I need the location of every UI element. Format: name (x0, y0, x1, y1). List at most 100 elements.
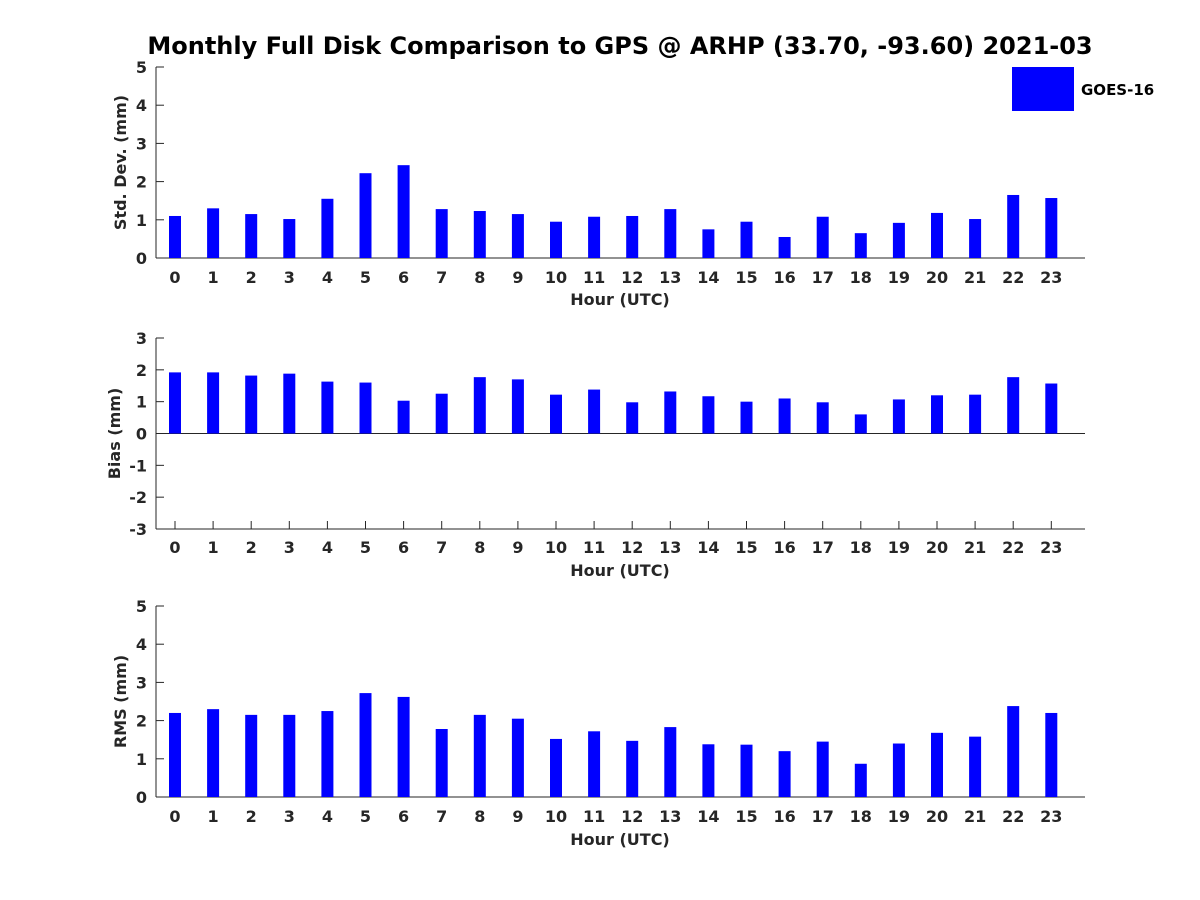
rms-xtick-label: 16 (773, 807, 795, 826)
stddev-bar (283, 219, 296, 258)
stddev-bar (626, 215, 639, 258)
bias-xtick-label: 11 (583, 538, 605, 557)
bias-bar (169, 372, 181, 434)
bias-bar (283, 373, 296, 434)
rms-xtick-label: 10 (545, 807, 567, 826)
bias-xtick-label: 15 (735, 538, 757, 557)
stddev-xtick-label: 5 (360, 268, 371, 287)
stddev-xtick-label: 11 (583, 268, 605, 287)
bias-bar (1007, 377, 1020, 434)
stddev-xtick-label: 0 (169, 268, 180, 287)
rms-xtick-label: 20 (926, 807, 948, 826)
bias-xtick-label: 1 (208, 538, 219, 557)
bias-xtick-label: 19 (888, 538, 910, 557)
stddev-bar (816, 216, 829, 258)
rms-xtick-label: 15 (735, 807, 757, 826)
stddev-ytick-label: 1 (136, 211, 147, 230)
bias-bar (892, 399, 905, 434)
stddev-bar (321, 198, 334, 258)
bias-xtick-label: 17 (812, 538, 834, 557)
bias-xtick-label: 2 (246, 538, 257, 557)
rms-bar (511, 718, 524, 797)
bias-xtick-label: 21 (964, 538, 986, 557)
stddev-xtick-label: 19 (888, 268, 910, 287)
rms-bar (892, 743, 905, 797)
stddev-xtick-label: 12 (621, 268, 643, 287)
stddev-bar (931, 212, 943, 258)
rms-xtick-label: 6 (398, 807, 409, 826)
rms-xtick-label: 9 (512, 807, 523, 826)
bias-bar (511, 379, 524, 434)
bias-bar (664, 391, 677, 434)
bias-ytick-label: -3 (129, 520, 147, 539)
stddev-bar (207, 208, 220, 258)
rms-bar (550, 738, 562, 797)
rms-ytick-label: 1 (136, 750, 147, 769)
bias-xtick-label: 7 (436, 538, 447, 557)
stddev-xtick-label: 9 (512, 268, 523, 287)
bias-bar (473, 377, 486, 434)
rms-xtick-label: 5 (360, 807, 371, 826)
bias-xtick-label: 18 (850, 538, 872, 557)
rms-bar (664, 727, 677, 797)
bias-bar (435, 393, 448, 434)
bias-ytick-label: -2 (129, 488, 147, 507)
rms-xtick-label: 13 (659, 807, 681, 826)
stddev-xtick-label: 21 (964, 268, 986, 287)
bias-ytick-label: 2 (136, 361, 147, 380)
rms-xtick-label: 11 (583, 807, 605, 826)
stddev-bar (1007, 194, 1020, 258)
rms-bar (702, 744, 715, 797)
stddev-bar (854, 233, 867, 258)
rms-bar (969, 736, 982, 797)
stddev-bar (245, 214, 258, 258)
bias-bar (626, 402, 639, 434)
stddev-xtick-label: 10 (545, 268, 567, 287)
bias-bar (321, 381, 334, 434)
bias-ytick-label: 3 (136, 329, 147, 348)
rms-xtick-label: 12 (621, 807, 643, 826)
rms-bar (359, 693, 372, 797)
bias-xtick-label: 12 (621, 538, 643, 557)
stddev-xtick-label: 8 (474, 268, 485, 287)
stddev-xtick-label: 2 (246, 268, 257, 287)
bias-bar (931, 395, 943, 434)
rms-bar (1007, 706, 1020, 797)
stddev-bar (473, 211, 486, 258)
stddev-xtick-label: 3 (284, 268, 295, 287)
bias-x-axis-label: Hour (UTC) (570, 561, 670, 580)
stddev-bar (397, 165, 410, 258)
rms-xtick-label: 2 (246, 807, 257, 826)
stddev-ytick-label: 0 (136, 249, 147, 268)
stddev-bar (702, 229, 715, 258)
rms-xtick-label: 7 (436, 807, 447, 826)
rms-bar (169, 712, 181, 797)
bias-bar (778, 398, 791, 434)
rms-y-axis-label: RMS (mm) (111, 655, 130, 748)
bias-xtick-label: 3 (284, 538, 295, 557)
stddev-bar (511, 214, 524, 258)
stddev-bar (588, 216, 601, 258)
bias-bar (740, 401, 753, 434)
rms-xtick-label: 4 (322, 807, 333, 826)
bias-xtick-label: 5 (360, 538, 371, 557)
bias-xtick-label: 23 (1040, 538, 1062, 557)
chart-title: Monthly Full Disk Comparison to GPS @ AR… (147, 32, 1092, 60)
stddev-bar (1045, 198, 1058, 258)
bias-xtick-label: 14 (697, 538, 719, 557)
rms-bar (283, 714, 296, 797)
stddev-xtick-label: 4 (322, 268, 333, 287)
rms-ytick-label: 5 (136, 597, 147, 616)
rms-xtick-label: 18 (850, 807, 872, 826)
bias-xtick-label: 0 (169, 538, 180, 557)
bias-xtick-label: 6 (398, 538, 409, 557)
bias-bar (245, 375, 258, 434)
rms-bar (321, 711, 334, 797)
stddev-xtick-label: 20 (926, 268, 948, 287)
stddev-xtick-label: 7 (436, 268, 447, 287)
stddev-xtick-label: 17 (812, 268, 834, 287)
rms-bar (740, 744, 753, 797)
bias-bar (854, 414, 867, 434)
rms-xtick-label: 3 (284, 807, 295, 826)
